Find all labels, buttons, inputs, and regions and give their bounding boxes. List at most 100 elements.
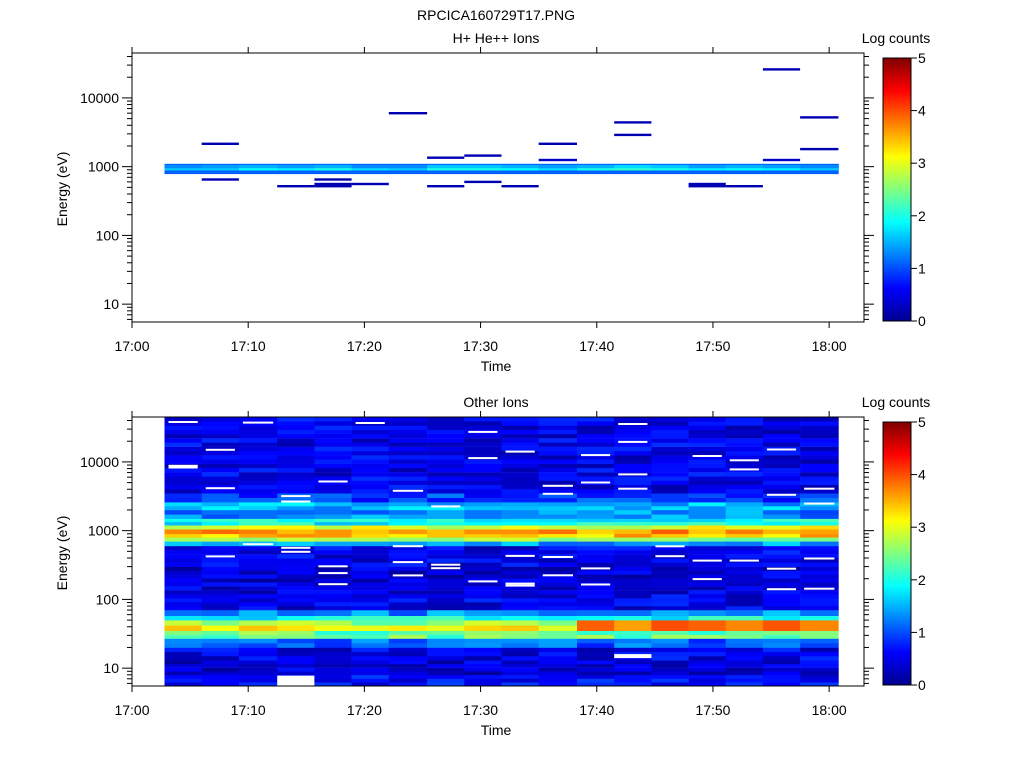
heatmap-cell [577,514,615,519]
heatmap-cell [651,594,689,599]
heatmap-cell [614,164,652,169]
heatmap-cell [538,634,578,639]
heatmap-cell [351,497,390,503]
heatmap-cell [538,578,578,583]
heatmap-cell [614,643,652,648]
heatmap-cell [277,506,315,511]
heatmap-cell [238,570,278,575]
heatmap-cell [688,660,727,665]
heatmap-cell [501,514,539,519]
heatmap-cell [725,472,764,477]
heatmap-cell [238,429,278,435]
heatmap-cell [464,647,502,653]
heatmap-cell [800,514,839,519]
heatmap-cell [762,164,801,169]
heatmap-cell [725,574,764,579]
heatmap-cell [464,533,502,538]
heatmap-cell [762,682,801,687]
heatmap-cell [388,625,428,631]
heatmap-cell [762,518,801,523]
heatmap-cell [427,438,465,443]
heatmap-cell [427,417,465,422]
empty-bin [692,455,722,457]
heatmap-cell [277,510,315,515]
heatmap-cell [164,674,202,679]
heatmap-cell [651,574,689,579]
x-axis-label: Time [481,358,512,374]
heatmap-cell [614,615,652,621]
heatmap-cell [688,463,727,469]
heatmap-cell [164,602,202,607]
heatmap-cell [688,493,727,498]
heatmap-cell [464,598,502,603]
heatmap-cell [238,446,278,452]
heatmap-cell [688,537,727,542]
heatmap-cell [651,529,689,535]
empty-bin [804,487,835,490]
heatmap-cell [277,497,315,503]
colorbar-tick-label: 0 [918,313,926,329]
heatmap-cell [577,678,615,683]
heatmap-cell [314,480,352,485]
heatmap-cell [614,493,652,498]
colorbar-tick-label: 4 [918,103,926,119]
heatmap-cell [688,663,727,668]
heatmap-cell [651,578,689,583]
heatmap-cell [464,442,502,447]
heatmap-cell [164,521,202,526]
y-tick-label: 10000 [80,90,119,106]
heatmap-cell [688,518,727,523]
heatmap-cell [538,455,578,460]
heatmap-cell [388,521,428,526]
heatmap-cell [688,510,727,515]
heatmap-cell [277,525,315,530]
heatmap-cell [614,545,652,551]
heatmap-cell [388,638,428,644]
heatmap-cell [762,455,801,460]
heatmap-cell [464,594,502,599]
heatmap-cell [762,647,801,653]
y-tick-label: 10000 [80,454,119,470]
heatmap-cell [501,459,539,464]
empty-bin [766,493,797,496]
heatmap-cell [388,514,428,519]
heatmap-cell [388,671,428,676]
x-axis: 17:00 17:10 17:20 17:30 17:40 17:50 18:00 [114,411,847,718]
heatmap-cell [351,510,390,515]
heatmap-cell [614,502,652,507]
heatmap-cell [501,656,539,661]
heatmap-cell [351,417,390,422]
heatmap-cell [614,558,652,563]
heatmap-cell [651,164,689,169]
heatmap-cell [164,429,202,435]
heatmap-cell [164,667,202,672]
heatmap-cell [501,429,539,435]
heatmap-cell [427,467,465,473]
heatmap-cell [464,164,502,169]
heatmap-cell [464,438,502,443]
heatmap-cell [614,660,652,665]
heatmap-cell [538,647,578,653]
heatmap-cell [164,590,202,595]
heatmap-cell [314,586,352,591]
heatmap-cell [725,554,764,559]
heatmap-cell [351,450,390,456]
heatmap-cell [164,554,202,559]
heatmap-cell [238,502,278,507]
heatmap-cell [314,502,352,507]
heatmap-cell [800,594,839,599]
heatmap-cell [427,166,465,171]
heatmap-cell [388,602,428,607]
heatmap-cell [501,537,539,542]
heatmap-cell [651,620,689,626]
heatmap-cell [688,682,727,687]
heatmap-cell [501,660,539,665]
heatmap-cell [201,578,240,583]
heatmap-cell [651,429,689,435]
heatmap-cell [501,484,539,490]
heatmap-cell [651,656,689,661]
heatmap-line [538,142,577,145]
heatmap-cell [688,455,727,460]
heatmap-cell [314,438,352,443]
